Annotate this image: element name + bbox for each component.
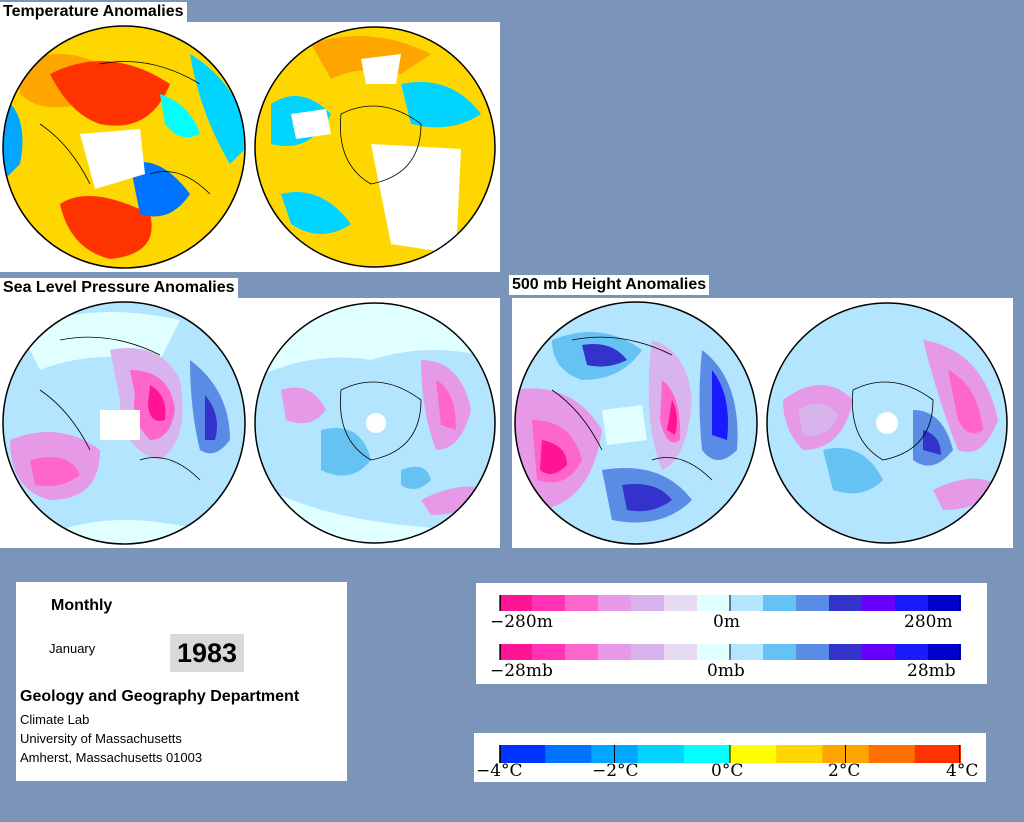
department-label: Geology and Geography Department bbox=[20, 688, 300, 705]
colorbar-swatch bbox=[545, 745, 592, 763]
slp-map-north bbox=[2, 301, 246, 545]
month-label: January bbox=[49, 641, 96, 656]
year-label: 1983 bbox=[170, 634, 244, 672]
colorbar-swatch bbox=[683, 745, 731, 763]
colorbar-swatch bbox=[637, 745, 685, 763]
colorbar-swatch bbox=[796, 644, 830, 660]
temperature-colorbar bbox=[499, 745, 961, 763]
temperature-map-north bbox=[2, 25, 246, 269]
height-mid-label: 0m bbox=[713, 612, 740, 632]
colorbar-swatch bbox=[928, 595, 961, 611]
height-min-label: −280m bbox=[490, 612, 553, 632]
period-label: Monthly bbox=[51, 597, 113, 614]
colorbar-swatch bbox=[631, 644, 665, 660]
university-label: University of Massachusetts bbox=[20, 731, 182, 746]
colorbar-swatch bbox=[862, 595, 896, 611]
temp-tick-0: 0°C bbox=[711, 761, 744, 781]
colorbar-swatch bbox=[776, 745, 823, 763]
address-label: Amherst, Massachusetts 01003 bbox=[20, 750, 203, 765]
anomaly-legend: −280m 0m 280m −28mb 0mb 28mb bbox=[476, 583, 987, 684]
pressure-min-label: −28mb bbox=[490, 661, 553, 681]
temp-tick-minus4: −4°C bbox=[476, 761, 523, 781]
colorbar-swatch bbox=[664, 595, 698, 611]
height-map-south bbox=[766, 302, 1008, 544]
colorbar-swatch bbox=[730, 745, 777, 763]
info-box: Monthly January 1983 Geology and Geograp… bbox=[16, 582, 347, 781]
height-max-label: 280m bbox=[904, 612, 953, 632]
colorbar-swatch bbox=[565, 595, 599, 611]
colorbar-swatch bbox=[928, 644, 961, 660]
colorbar-swatch bbox=[499, 595, 533, 611]
colorbar-swatch bbox=[829, 595, 863, 611]
temperature-legend: −4°C −2°C 0°C 2°C 4°C bbox=[474, 733, 986, 782]
height-map-north bbox=[514, 301, 758, 545]
colorbar-swatch bbox=[598, 595, 632, 611]
pressure-mid-label: 0mb bbox=[707, 661, 745, 681]
colorbar-swatch bbox=[532, 644, 566, 660]
colorbar-swatch bbox=[598, 644, 632, 660]
colorbar-swatch bbox=[763, 595, 797, 611]
colorbar-swatch bbox=[499, 644, 533, 660]
colorbar-swatch bbox=[796, 595, 830, 611]
colorbar-swatch bbox=[914, 745, 961, 763]
colorbar-swatch bbox=[730, 644, 764, 660]
colorbar-swatch bbox=[829, 644, 863, 660]
colorbar-swatch bbox=[697, 644, 731, 660]
colorbar-swatch bbox=[862, 644, 896, 660]
height-title: 500 mb Height Anomalies bbox=[509, 275, 710, 295]
pressure-max-label: 28mb bbox=[907, 661, 956, 681]
colorbar-swatch bbox=[697, 595, 731, 611]
temperature-map-south bbox=[254, 26, 496, 268]
colorbar-swatch bbox=[664, 644, 698, 660]
temp-tick-plus2: 2°C bbox=[828, 761, 861, 781]
colorbar-swatch bbox=[730, 595, 764, 611]
temperature-title: Temperature Anomalies bbox=[0, 2, 187, 22]
temp-tick-minus2: −2°C bbox=[592, 761, 639, 781]
colorbar-swatch bbox=[868, 745, 916, 763]
height-colorbar bbox=[499, 595, 961, 611]
colorbar-swatch bbox=[631, 595, 665, 611]
pressure-colorbar bbox=[499, 644, 961, 660]
slp-title: Sea Level Pressure Anomalies bbox=[0, 278, 238, 298]
temp-tick-plus4: 4°C bbox=[946, 761, 979, 781]
colorbar-swatch bbox=[532, 595, 566, 611]
colorbar-swatch bbox=[499, 745, 546, 763]
slp-map-south bbox=[254, 302, 496, 544]
colorbar-swatch bbox=[565, 644, 599, 660]
lab-label: Climate Lab bbox=[20, 712, 90, 727]
colorbar-swatch bbox=[895, 644, 929, 660]
colorbar-swatch bbox=[763, 644, 797, 660]
colorbar-swatch bbox=[895, 595, 929, 611]
